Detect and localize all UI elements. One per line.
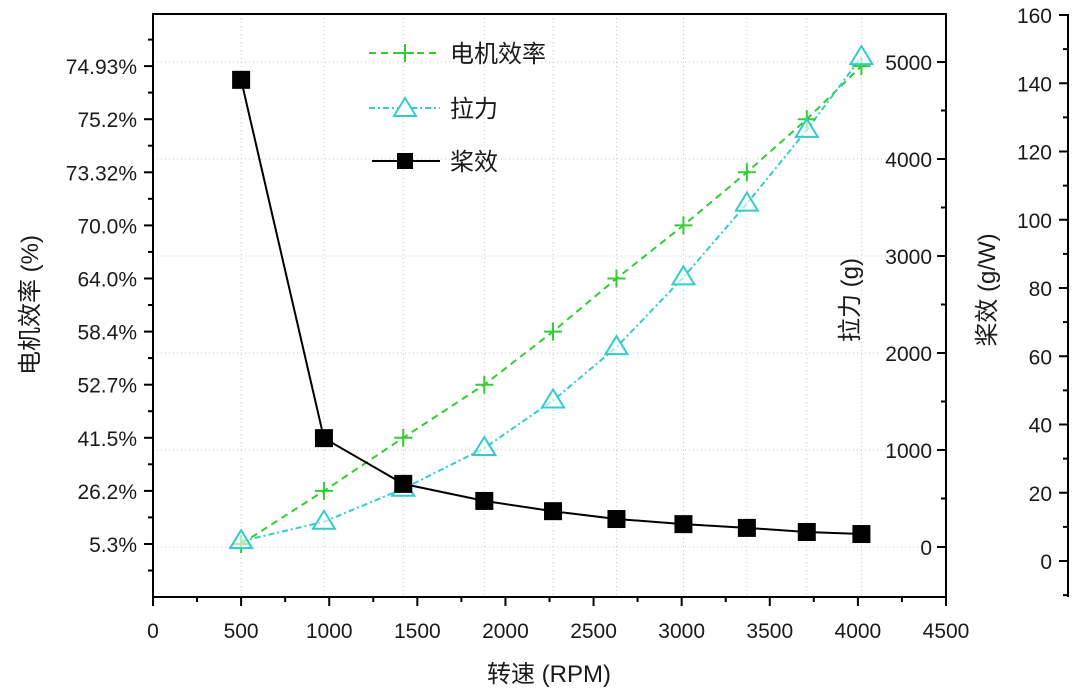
data-point-prop-efficiency: [852, 525, 871, 544]
data-point-thrust: [603, 334, 630, 356]
data-point-motor-efficiency: [737, 163, 756, 182]
legend-item-thrust: 拉力: [369, 95, 498, 123]
data-point-prop-efficiency: [797, 522, 816, 541]
right1-tick-label: 0: [920, 537, 932, 560]
data-point-motor-efficiency: [674, 216, 693, 235]
right2-tick-label: 120: [1017, 142, 1052, 165]
data-point-prop-efficiency: [394, 474, 413, 493]
legend: 电机效率 拉力 桨效: [369, 40, 546, 176]
data-point-thrust: [228, 528, 254, 550]
data-point-prop-efficiency: [475, 491, 494, 510]
data-point-prop-efficiency: [607, 510, 626, 529]
svg-text:电机效率: 电机效率: [450, 40, 546, 68]
right2-tick-label: 100: [1017, 210, 1052, 233]
data-point-motor-efficiency: [394, 428, 413, 447]
svg-text:拉力: 拉力: [450, 95, 498, 123]
svg-text:桨效: 桨效: [450, 148, 498, 176]
right1-tick-label: 3000: [885, 246, 932, 269]
data-point-motor-efficiency: [314, 481, 333, 500]
left-axis-title: 电机效率 (%): [17, 235, 44, 375]
left-tick-label: 26.2%: [77, 481, 137, 504]
data-point-thrust: [670, 264, 697, 286]
right2-tick-label: 160: [1017, 5, 1052, 28]
series-line-motor-efficiency: [240, 65, 863, 545]
data-point-prop-efficiency: [544, 502, 563, 521]
right2-tick-label: 60: [1029, 346, 1052, 369]
data-point-thrust: [471, 435, 498, 457]
legend-item-motor-efficiency: 电机效率: [369, 40, 546, 68]
x-tick-label: 3500: [746, 620, 793, 643]
data-point-motor-efficiency: [475, 375, 494, 394]
x-tick-label: 4000: [835, 620, 882, 643]
right1-axis-title: 拉力 (g): [837, 258, 864, 342]
data-point-thrust: [540, 387, 566, 409]
x-tick-label: 2000: [482, 620, 529, 643]
right2-axis-title: 桨效 (g/W): [974, 233, 1001, 346]
x-tick-label: 2500: [570, 620, 617, 643]
data-point-prop-efficiency: [314, 429, 333, 448]
x-tick-label: 1500: [394, 620, 441, 643]
x-tick-label: 500: [224, 620, 259, 643]
x-tick-label: 3000: [658, 620, 705, 643]
triangle-marker-icon: [392, 96, 418, 117]
left-tick-label: 70.0%: [77, 215, 137, 238]
data-point-thrust: [794, 116, 820, 138]
right2-tick-label: 40: [1029, 415, 1052, 438]
right2-tick-label: 80: [1029, 278, 1052, 301]
left-tick-label: 41.5%: [77, 428, 137, 451]
data-point-thrust: [734, 190, 760, 212]
plus-marker-icon: [396, 44, 414, 62]
right1-tick-label: 4000: [885, 149, 932, 172]
right1-tick-label: 5000: [885, 52, 932, 75]
series-line-thrust: [240, 56, 863, 543]
x-tick-label: 0: [147, 620, 159, 643]
right2-tick-label: 0: [1040, 551, 1052, 574]
left-tick-label: 5.3%: [89, 534, 137, 557]
data-point-prop-efficiency: [737, 518, 756, 537]
data-point-motor-efficiency: [544, 322, 563, 341]
data-point-thrust: [848, 44, 875, 66]
x-tick-label: 1000: [306, 620, 353, 643]
data-point-prop-efficiency: [674, 515, 693, 534]
data-point-thrust: [311, 508, 337, 530]
right1-tick-label: 2000: [885, 343, 932, 366]
left-tick-label: 58.4%: [77, 322, 137, 345]
series-line-prop-efficiency: [240, 79, 862, 535]
series-layer: [228, 44, 875, 553]
axes: 0 500 1000 1500 2000 2500 3000 3500 4000 45005.3%…: [66, 5, 1069, 643]
left-tick-label: 52.7%: [77, 375, 137, 398]
legend-item-prop-efficiency: 桨效: [372, 148, 498, 176]
data-point-prop-efficiency: [232, 70, 251, 89]
left-tick-label: 64.0%: [77, 269, 137, 292]
grid: [153, 14, 946, 597]
x-axis-title: 转速 (RPM): [487, 661, 611, 688]
left-tick-label: 73.32%: [66, 162, 137, 185]
left-tick-label: 74.93%: [66, 56, 137, 79]
right1-tick-label: 1000: [885, 440, 932, 463]
left-tick-label: 75.2%: [77, 109, 137, 132]
x-tick-label: 4500: [923, 620, 970, 643]
right2-tick-label: 20: [1029, 483, 1052, 506]
data-point-motor-efficiency: [607, 269, 626, 288]
square-marker-icon: [397, 153, 413, 169]
right2-tick-label: 140: [1017, 73, 1052, 96]
